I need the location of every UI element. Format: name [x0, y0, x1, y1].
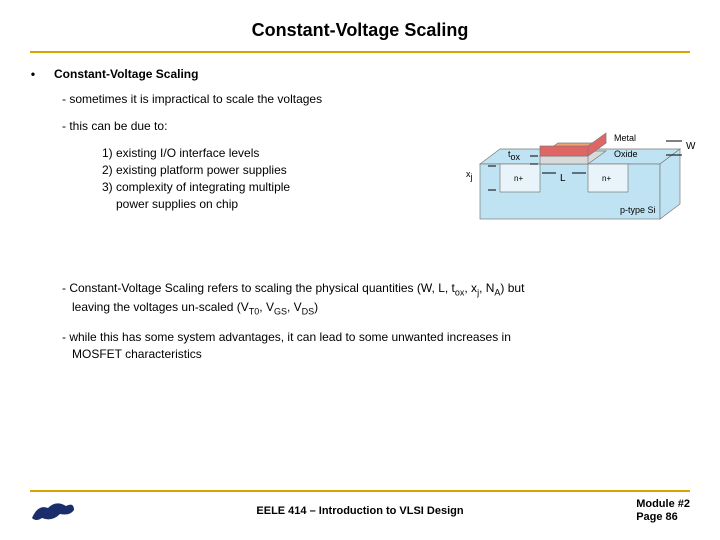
definition-line2: leaving the voltages un-scaled (VT0, VGS… [62, 299, 662, 318]
advantages-line2: MOSFET characteristics [62, 346, 662, 362]
section-heading: Constant-Voltage Scaling [54, 67, 198, 81]
title-rule [30, 51, 690, 53]
svg-text:n+: n+ [602, 174, 611, 183]
advantages-paragraph: - while this has some system advantages,… [62, 329, 662, 361]
slide-title-block: Constant-Voltage Scaling [30, 20, 690, 41]
slide-title: Constant-Voltage Scaling [30, 20, 690, 41]
university-logo-icon [30, 498, 76, 524]
svg-text:p-type Si: p-type Si [620, 205, 656, 215]
footer-course: EELE 414 – Introduction to VLSI Design [256, 505, 463, 517]
svg-text:Metal: Metal [614, 133, 636, 143]
line-impractical: - sometimes it is impractical to scale t… [62, 91, 690, 108]
slide-footer: EELE 414 – Introduction to VLSI Design M… [0, 490, 720, 540]
footer-module: Module #2 [636, 498, 690, 511]
footer-rule [30, 490, 690, 492]
svg-text:W: W [686, 141, 696, 152]
svg-text:L: L [560, 173, 566, 184]
slide-body: • Constant-Voltage Scaling - sometimes i… [30, 67, 690, 540]
definition-paragraph: - Constant-Voltage Scaling refers to sca… [62, 280, 662, 317]
footer-paging: Module #2 Page 86 [636, 498, 690, 524]
section-heading-row: • Constant-Voltage Scaling [30, 67, 690, 81]
definition-line1: - Constant-Voltage Scaling refers to sca… [62, 281, 524, 295]
svg-text:n+: n+ [514, 174, 523, 183]
footer-page: Page 86 [636, 511, 690, 524]
advantages-line1: - while this has some system advantages,… [62, 330, 511, 344]
bullet-dot: • [30, 67, 36, 81]
svg-text:Oxide: Oxide [614, 149, 638, 159]
mosfet-diagram: Metal Oxide W L tox xj [460, 109, 700, 239]
